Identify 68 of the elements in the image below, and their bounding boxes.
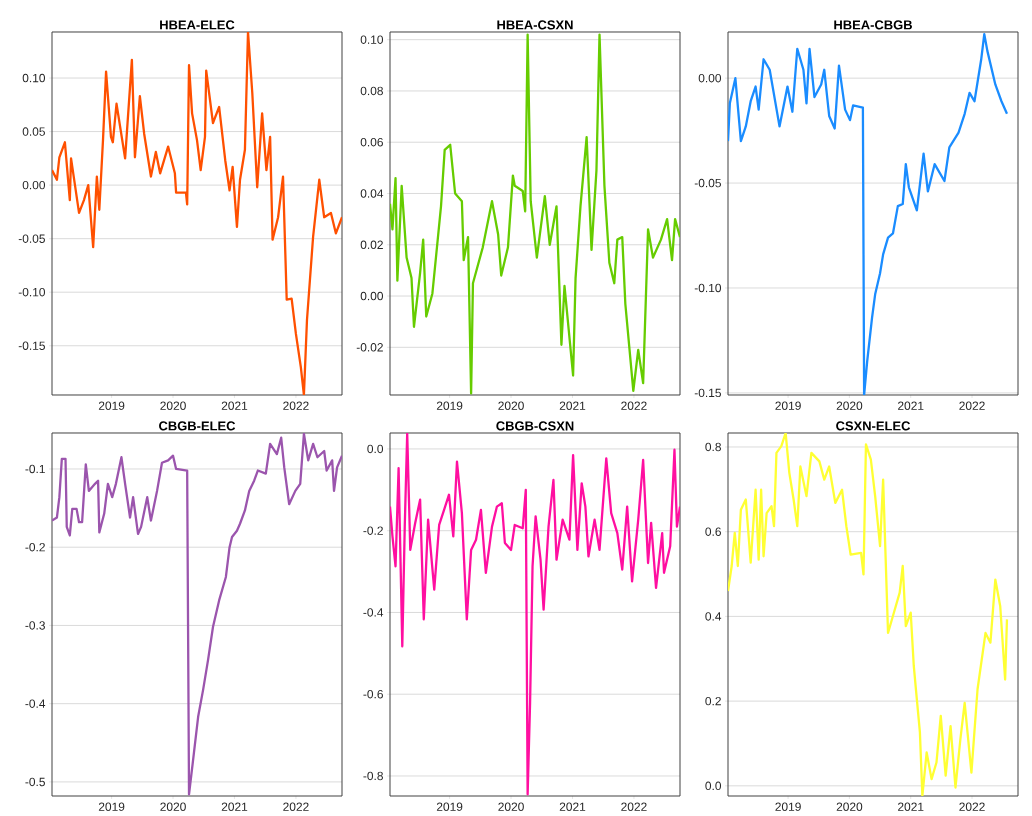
x-tick-label: 2021	[898, 401, 924, 410]
line-series	[728, 32, 1009, 395]
y-tick-label: -0.6	[363, 689, 383, 699]
y-tick-label: 0.05	[22, 127, 45, 136]
chart-title: CBGB-CSXN	[496, 421, 574, 431]
y-tick-label: 0.8	[705, 442, 721, 452]
y-tick-label: -0.05	[18, 234, 45, 243]
y-tick-label: -0.1	[25, 464, 45, 474]
x-tick-label: 2019	[436, 401, 463, 410]
y-tick-label: 0.00	[22, 180, 46, 190]
y-tick-label: -0.10	[694, 283, 722, 293]
y-tick-label: -0.05	[694, 178, 721, 188]
y-tick-label: 0.04	[360, 189, 384, 198]
y-tick-label: 0.10	[360, 35, 384, 44]
y-tick-label: -0.15	[694, 388, 721, 398]
x-tick-label: 2021	[559, 401, 586, 410]
line-series	[390, 33, 681, 395]
x-tick-label: 2020	[160, 802, 186, 811]
x-tick-label: 2019	[436, 802, 463, 811]
y-tick-label: -0.4	[25, 699, 46, 708]
x-tick-label: 2019	[98, 401, 125, 410]
x-tick-label: 2019	[775, 401, 801, 410]
y-tick-label: 0.0	[705, 781, 722, 791]
y-tick-label: 0.0	[367, 444, 384, 454]
y-tick-label: 0.6	[705, 527, 721, 536]
x-tick-label: 2020	[836, 401, 863, 410]
x-tick-label: 2021	[221, 401, 248, 410]
y-tick-label: -0.15	[18, 341, 45, 350]
y-tick-label: 0.2	[705, 696, 721, 706]
line-series	[52, 433, 342, 796]
y-tick-label: -0.3	[25, 621, 45, 630]
chart-title: HBEA-ELEC	[160, 20, 235, 30]
line-series	[728, 433, 1009, 796]
x-tick-label: 2020	[498, 401, 524, 410]
y-tick-label: -0.5	[25, 777, 45, 787]
chart-title: CSXN-ELEC	[836, 421, 911, 431]
y-tick-label: -0.2	[25, 542, 45, 552]
line-series	[52, 31, 342, 395]
x-tick-label: 2019	[98, 802, 125, 811]
x-tick-label: 2022	[283, 802, 309, 811]
x-tick-label: 2020	[160, 401, 186, 410]
y-tick-label: -0.8	[363, 771, 383, 781]
y-tick-label: -0.02	[356, 343, 383, 352]
y-tick-label: 0.4	[705, 612, 722, 621]
x-tick-label: 2022	[959, 802, 985, 811]
x-tick-label: 2022	[621, 802, 647, 811]
y-tick-label: 0.02	[360, 240, 383, 249]
x-tick-label: 2019	[775, 802, 801, 811]
x-tick-label: 2021	[559, 802, 586, 811]
y-tick-label: 0.06	[360, 138, 383, 147]
y-tick-label: 0.00	[360, 291, 384, 301]
x-tick-label: 2021	[221, 802, 248, 811]
y-tick-label: 0.08	[360, 86, 383, 96]
line-series	[390, 433, 681, 796]
y-tick-label: -0.2	[363, 526, 383, 535]
chart-title: CBGB-ELEC	[159, 421, 236, 431]
y-tick-label: -0.4	[363, 608, 384, 617]
x-tick-label: 2021	[898, 802, 924, 811]
chart-title: HBEA-CBGB	[834, 20, 912, 30]
x-tick-label: 2022	[621, 401, 647, 410]
y-tick-label: 0.00	[698, 73, 722, 83]
x-tick-label: 2020	[498, 802, 524, 811]
x-tick-label: 2020	[836, 802, 863, 811]
x-tick-label: 2022	[283, 401, 309, 410]
x-tick-label: 2022	[959, 401, 985, 410]
chart-title: HBEA-CSXN	[497, 20, 573, 30]
y-tick-label: 0.10	[22, 73, 46, 83]
y-tick-label: -0.10	[18, 287, 46, 297]
